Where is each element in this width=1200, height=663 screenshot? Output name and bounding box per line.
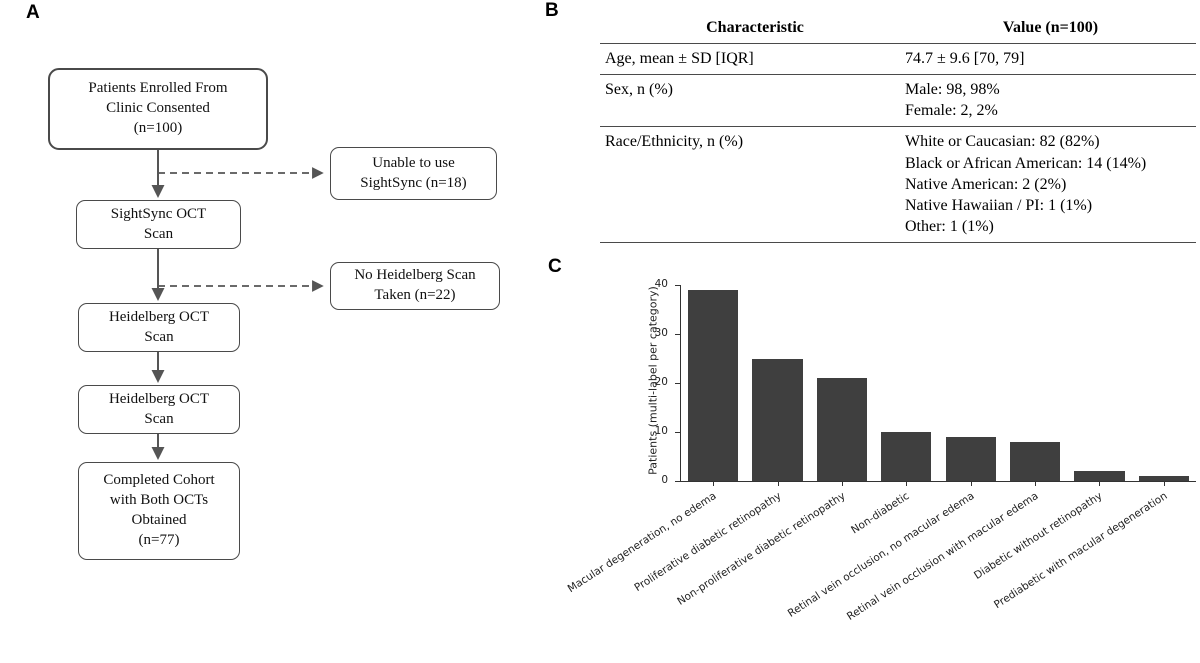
y-tick-label: 10 <box>654 425 668 437</box>
flow-box-heidelberg-scan-1: Heidelberg OCT Scan <box>78 303 240 352</box>
table-row-sex: Sex, n (%) Male: 98, 98% Female: 2, 2% <box>600 75 1196 128</box>
flow-box-line: (n=77) <box>138 531 180 548</box>
x-axis-labels: Macular degeneration, no edema Proliferat… <box>566 488 1195 623</box>
y-tick-mark <box>675 480 681 482</box>
table-cell-characteristic: Race/Ethnicity, n (%) <box>605 133 744 151</box>
flow-box-heidelberg-scan-2: Heidelberg OCT Scan <box>78 385 240 434</box>
x-tick-mark <box>970 482 972 486</box>
y-tick-mark <box>675 382 681 384</box>
table-cell-value-line: Black or African American: 14 (14%) <box>905 154 1147 172</box>
y-axis-ticks: 0 10 20 30 40 <box>645 278 675 486</box>
flow-box-line: Obtained <box>131 512 187 528</box>
flowchart-connectors <box>151 150 324 460</box>
table-cell-characteristic: Sex, n (%) <box>605 81 673 99</box>
table-cell-value-line: Other: 1 (1%) <box>905 217 994 235</box>
table-cell-value-line: Male: 98, 98% <box>905 81 1000 99</box>
table-cell-value-line: Native Hawaiian / PI: 1 (1%) <box>905 196 1093 214</box>
characteristics-table: Characteristic Value (n=100) Age, mean ±… <box>600 12 1196 243</box>
flow-box-line: Clinic Consented <box>106 100 210 117</box>
table-header-characteristic: Characteristic <box>706 19 804 36</box>
y-tick-mark <box>675 431 681 433</box>
flow-box-line: Completed Cohort <box>103 472 215 489</box>
table-cell-value-line: Native American: 2 (2%) <box>905 175 1067 193</box>
bar-6 <box>1074 471 1125 481</box>
x-tick-mark <box>841 482 843 486</box>
bar-1 <box>752 358 803 481</box>
flow-box-line: Heidelberg OCT <box>108 390 210 407</box>
y-tick-mark <box>675 333 681 335</box>
flow-box-line: SightSync OCT <box>110 205 207 222</box>
flow-box-line: Scan <box>143 225 174 242</box>
x-tick-mark <box>1099 482 1101 486</box>
flow-box-unable-to-use: Unable to use SightSync (n=18) <box>330 147 497 200</box>
bar-7 <box>1138 476 1189 481</box>
flow-box-completed-cohort: Completed Cohort with Both OCTs Obtained… <box>78 462 240 560</box>
x-tick-mark <box>713 482 715 486</box>
bar-0 <box>688 289 739 481</box>
flow-box-line: No Heidelberg Scan <box>354 267 476 284</box>
flow-box-line: Patients Enrolled From <box>88 80 228 97</box>
bar-plot-area <box>675 284 1196 486</box>
table-row-age: Age, mean ± SD [IQR] 74.7 ± 9.6 [70, 79] <box>600 44 1196 76</box>
x-tick-mark <box>1035 482 1037 486</box>
y-tick-label: 0 <box>661 474 668 486</box>
table-row-race: Race/Ethnicity, n (%) White or Caucasian… <box>600 127 1196 243</box>
table-cell-value-line: 74.7 ± 9.6 [70, 79] <box>905 50 1025 68</box>
table-cell-value-line: Female: 2, 2% <box>905 102 998 120</box>
y-tick-mark <box>675 284 681 286</box>
flow-box-line: Taken (n=22) <box>374 287 456 303</box>
bar-4 <box>945 436 996 481</box>
bar-3 <box>881 432 932 481</box>
flow-box-line: with Both OCTs <box>109 492 209 509</box>
flow-box-line: SightSync (n=18) <box>360 174 467 191</box>
flow-box-enrolled: Patients Enrolled From Clinic Consented … <box>48 68 268 150</box>
flow-box-line: Unable to use <box>372 154 455 171</box>
panel-c-label: C <box>548 256 562 277</box>
bar-5 <box>1009 441 1061 481</box>
panel-a-label: A <box>26 2 40 23</box>
flow-box-sightsync-scan: SightSync OCT Scan <box>76 200 241 249</box>
table-header-row: Characteristic Value (n=100) <box>600 12 1196 45</box>
x-tick-mark <box>1163 482 1165 486</box>
flow-box-no-heidelberg-scan: No Heidelberg Scan Taken (n=22) <box>330 262 500 310</box>
flow-box-line: Scan <box>144 328 174 345</box>
y-tick-label: 40 <box>654 278 668 290</box>
y-tick-label: 20 <box>654 376 668 388</box>
table-cell-characteristic: Age, mean ± SD [IQR] <box>605 50 754 68</box>
table-cell-value-line: White or Caucasian: 82 (82%) <box>905 133 1100 151</box>
flow-box-line: Scan <box>144 410 174 427</box>
x-tick-mark <box>777 482 779 486</box>
table-header-value: Value (n=100) <box>1002 19 1099 36</box>
flow-box-line: Heidelberg OCT <box>108 308 210 325</box>
y-tick-label: 30 <box>654 327 668 339</box>
bar-2 <box>816 378 868 481</box>
x-tick-mark <box>906 482 908 486</box>
flow-box-line: (n=100) <box>133 119 183 136</box>
panel-b-label: B <box>545 0 559 21</box>
